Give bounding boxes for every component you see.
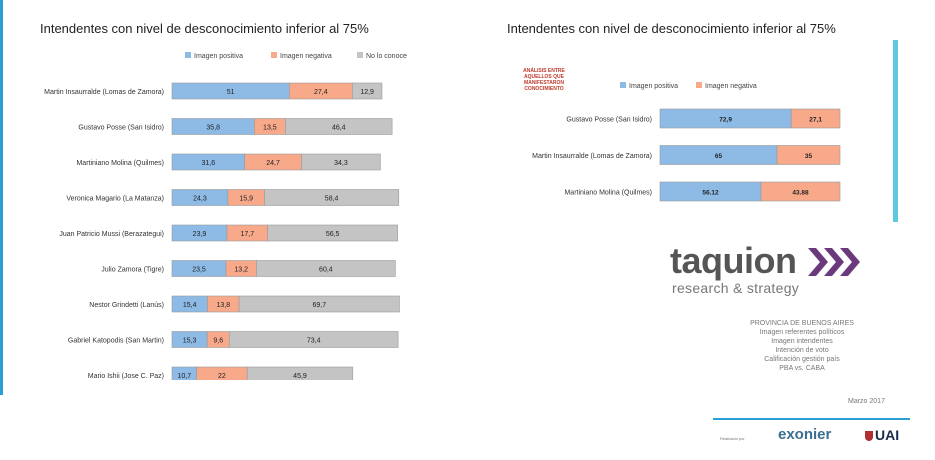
data-label: 27,1: [809, 117, 822, 124]
data-label: 24,7: [266, 160, 280, 167]
category-label: Gustavo Posse (San Isidro): [566, 117, 652, 124]
left-chart-title: Intendentes con nivel de desconocimiento…: [40, 21, 369, 36]
data-label: 46,4: [332, 125, 346, 132]
category-label: Martiniano Molina (Quilmes): [564, 190, 652, 197]
data-label: 43.88: [792, 190, 809, 197]
data-label: 23,9: [193, 231, 207, 238]
bar-segment: [285, 118, 393, 135]
bar-segment: [256, 260, 396, 277]
legend-swatch: [696, 82, 702, 88]
legend-swatch: [620, 82, 626, 88]
data-label: 72,9: [719, 117, 732, 124]
data-label: 13,8: [216, 302, 230, 309]
data-label: 24,3: [193, 196, 207, 203]
data-label: 51: [227, 89, 235, 96]
data-label: 56,5: [326, 231, 340, 238]
data-label: 9,6: [213, 338, 223, 345]
bar-segment: [267, 224, 398, 242]
category-label: Nestor Grindetti (Lanús): [89, 302, 164, 309]
bar-segment: [776, 145, 841, 165]
study-info: PROVINCIA DE BUENOS AIRES Imagen referen…: [722, 319, 882, 373]
data-label: 35: [805, 153, 813, 160]
data-label: 45,9: [293, 373, 307, 380]
data-label: 31,6: [202, 160, 216, 167]
legend-label: Imagen positiva: [194, 53, 243, 60]
data-label: 58,4: [325, 196, 339, 203]
bar-segment: [238, 295, 400, 313]
info-line: Intención de voto: [775, 347, 829, 354]
data-label: 10,7: [177, 373, 191, 380]
legend-label: Imagen positiva: [629, 83, 678, 90]
uai-logo-text: UAI: [875, 427, 900, 443]
info-line: Calificación gestión país: [764, 356, 840, 363]
category-label: Veronica Magario (La Matanza): [66, 196, 164, 203]
data-label: 60,4: [319, 267, 333, 274]
footer-rule: [713, 418, 910, 420]
data-label: 73,4: [307, 338, 321, 345]
legend-swatch: [271, 52, 277, 58]
bar-segment: [228, 331, 399, 348]
category-label: Julio Zamora (Tigre): [101, 267, 164, 274]
right-chart-title: Intendentes con nivel de desconocimiento…: [507, 21, 836, 36]
data-label: 56.12: [702, 190, 719, 197]
chevrons-icon: [808, 248, 860, 276]
bar-segment: [790, 108, 841, 129]
info-line: PBA vs. CABA: [779, 365, 825, 372]
bar-segment: [760, 181, 841, 202]
report-date: Marzo 2017: [848, 398, 885, 405]
data-label: 27,4: [314, 89, 328, 96]
left-stacked-bar-chart: Imagen positiva Imagen negativa No lo cono…: [44, 52, 407, 380]
footer-credit: Realizado por: [720, 436, 745, 441]
category-label: Mario Ishii (Jose C. Paz): [88, 373, 164, 380]
data-label: 23,5: [192, 267, 206, 274]
category-label: Juan Patricio Mussi (Berazategui): [59, 231, 164, 238]
right-accent-rule: [893, 40, 898, 222]
bar-segment: [264, 189, 400, 206]
legend-swatch: [357, 52, 363, 58]
legend-swatch: [185, 52, 191, 58]
taquion-tagline: research & strategy: [672, 280, 800, 296]
data-label: 17,7: [241, 231, 255, 238]
category-label: Martiniano Molina (Quilmes): [76, 160, 164, 167]
bar-segment: [301, 153, 381, 171]
info-line: PROVINCIA DE BUENOS AIRES: [750, 320, 854, 327]
bar-segment: [352, 82, 383, 100]
info-line: Imagen referentes políticos: [759, 329, 845, 336]
analysis-note: ANÁLISIS ENTRE AQUELLOS QUE MANIFESTARON…: [523, 68, 565, 92]
data-label: 22: [218, 373, 226, 380]
data-label: 65: [715, 153, 723, 160]
data-label: 34,3: [334, 160, 348, 167]
uai-logo: UAI: [865, 427, 899, 443]
data-label: 13,2: [234, 267, 248, 274]
legend-label: Imagen negativa: [280, 53, 332, 60]
data-label: 12,9: [360, 89, 374, 96]
info-line: Imagen intendentes: [771, 338, 833, 345]
uai-shield-icon: [865, 431, 873, 442]
legend-label: Imagen negativa: [705, 83, 757, 90]
category-label: Martin Insaurralde (Lomas de Zamora): [44, 89, 164, 96]
right-stacked-bar-chart: Imagen positiva Imagen negativa Gustavo Po…: [532, 82, 841, 202]
data-label: 15,3: [183, 338, 197, 345]
left-accent-rule: [0, 0, 3, 395]
category-label: Gustavo Posse (San Isidro): [78, 125, 164, 132]
category-label: Martin Insaurralde (Lomas de Zamora): [532, 153, 652, 160]
data-label: 69,7: [313, 302, 327, 309]
data-label: 15,4: [183, 302, 197, 309]
taquion-logo: taquion: [670, 240, 797, 281]
data-label: 15,9: [239, 196, 253, 203]
bar-segment: [246, 366, 354, 380]
data-label: 13,5: [263, 125, 277, 132]
exonier-logo: exonier: [778, 426, 832, 443]
category-label: Gabriel Katopodis (San Martin): [68, 338, 164, 345]
data-label: 35,8: [206, 125, 220, 132]
legend-label: No lo conoce: [366, 53, 407, 60]
